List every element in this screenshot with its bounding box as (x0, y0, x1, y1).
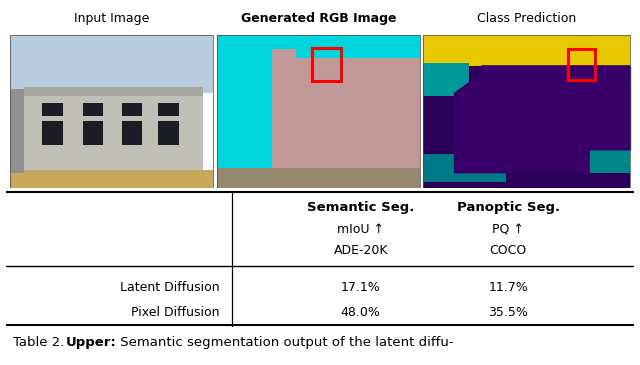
Text: Generated RGB Image: Generated RGB Image (241, 12, 396, 25)
Bar (158, 103, 179, 116)
Bar (568, 142, 630, 173)
Bar (271, 58, 420, 168)
Bar (42, 103, 63, 116)
Text: Input Image: Input Image (74, 12, 149, 25)
Bar (568, 49, 595, 80)
Bar (424, 35, 630, 188)
Bar (216, 168, 420, 188)
Bar (10, 170, 213, 188)
Bar (42, 121, 63, 145)
Text: Class Prediction: Class Prediction (477, 12, 577, 25)
Text: Semantic segmentation output of the latent diffu-: Semantic segmentation output of the late… (116, 336, 454, 349)
Text: Panoptic Seg.: Panoptic Seg. (456, 201, 560, 214)
Text: PQ ↑: PQ ↑ (492, 223, 524, 236)
Bar (424, 35, 630, 66)
Bar (216, 35, 420, 188)
Text: Latent Diffusion: Latent Diffusion (120, 281, 220, 294)
Text: 48.0%: 48.0% (341, 306, 381, 319)
Text: 17.1%: 17.1% (341, 281, 381, 294)
Text: Upper:: Upper: (66, 336, 116, 349)
Text: 35.5%: 35.5% (488, 306, 528, 319)
Bar (271, 58, 286, 69)
Text: ADE-20K: ADE-20K (333, 244, 388, 257)
Bar (158, 121, 179, 145)
Bar (424, 154, 506, 182)
Bar (83, 121, 103, 145)
Text: Pixel Diffusion: Pixel Diffusion (131, 306, 220, 319)
Bar (122, 103, 142, 116)
Bar (24, 87, 203, 96)
Bar (424, 63, 469, 96)
Bar (10, 89, 24, 173)
Bar (83, 103, 103, 116)
Bar (271, 49, 296, 58)
Text: 11.7%: 11.7% (488, 281, 528, 294)
Text: mIoU ↑: mIoU ↑ (337, 223, 384, 236)
Bar (122, 121, 142, 145)
Bar (312, 47, 341, 81)
Bar (24, 89, 203, 173)
Bar (10, 35, 213, 188)
Text: Table 2.: Table 2. (13, 336, 68, 349)
Polygon shape (454, 66, 630, 173)
Bar (424, 35, 630, 188)
Text: COCO: COCO (490, 244, 527, 257)
Bar (10, 35, 213, 93)
Text: Semantic Seg.: Semantic Seg. (307, 201, 415, 214)
Bar (216, 35, 420, 188)
